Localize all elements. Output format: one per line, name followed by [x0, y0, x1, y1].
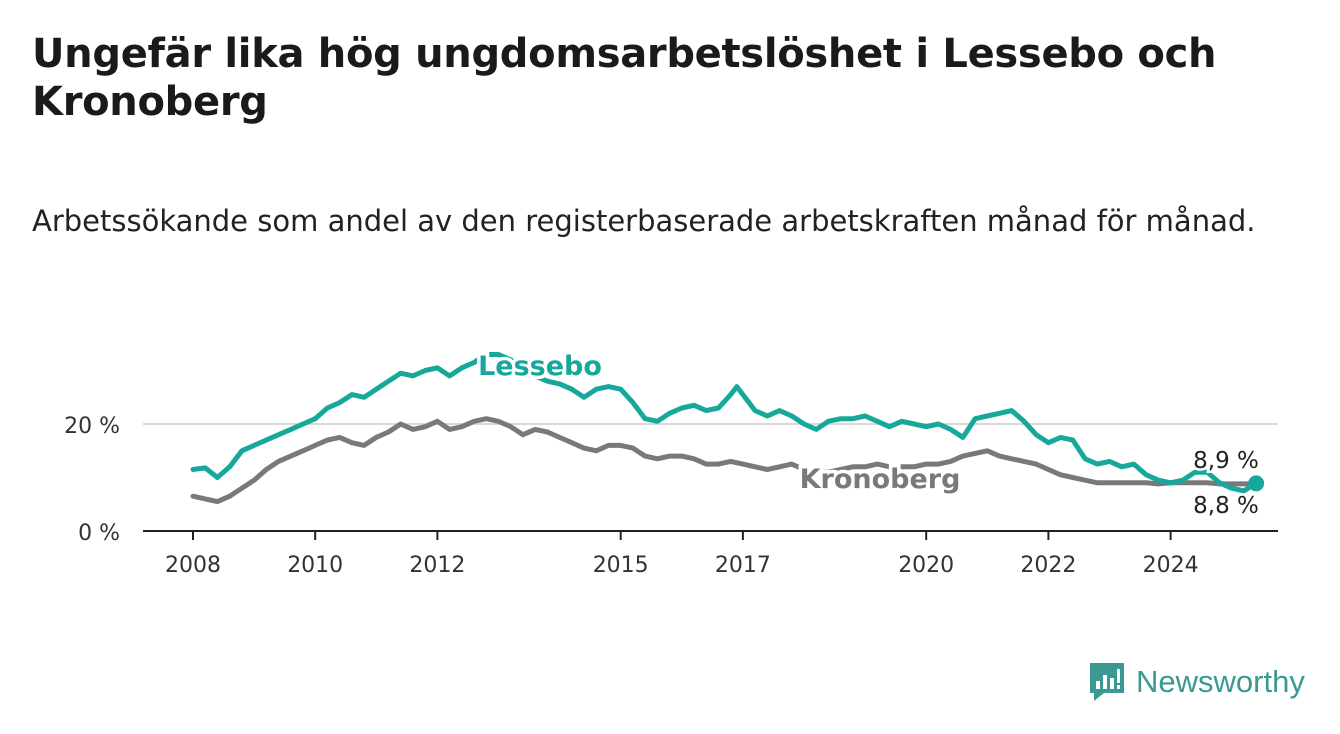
x-tick-label: 2015	[593, 553, 649, 578]
series-line-lessebo	[190, 352, 1259, 494]
line-chart: 0 % 20 % 2008 2010 2012 2015 2017 2020 2022 2024 L…	[64, 348, 1278, 578]
x-tick-label: 2022	[1020, 553, 1076, 578]
chart-title: Ungefär lika hög ungdomsarbetslöshet i L…	[32, 31, 1217, 125]
lessebo-end-marker	[1248, 475, 1265, 492]
y-tick-label: 0 %	[78, 521, 120, 546]
x-tick-label: 2008	[165, 553, 221, 578]
x-tick-label: 2020	[898, 553, 954, 578]
chart-subtitle: Arbetssökande som andel av den registerb…	[32, 204, 1256, 238]
x-tick-label: 2017	[715, 553, 771, 578]
series-label-kronoberg: Kronoberg	[800, 464, 961, 495]
end-value-label-kronoberg: 8,8 %	[1193, 493, 1259, 519]
x-tick-label: 2010	[287, 553, 343, 578]
series-line-kronoberg	[190, 416, 1259, 505]
newsworthy-logo-icon	[1090, 663, 1124, 701]
y-tick-label: 20 %	[64, 414, 120, 439]
newsworthy-logo-text: Newsworthy	[1136, 664, 1305, 699]
end-value-label-lessebo: 8,9 %	[1193, 448, 1259, 474]
newsworthy-logo: Newsworthy	[1088, 660, 1305, 704]
x-tick-label: 2024	[1143, 553, 1199, 578]
series-label-lessebo: Lessebo	[478, 351, 602, 382]
x-tick-label: 2012	[409, 553, 465, 578]
